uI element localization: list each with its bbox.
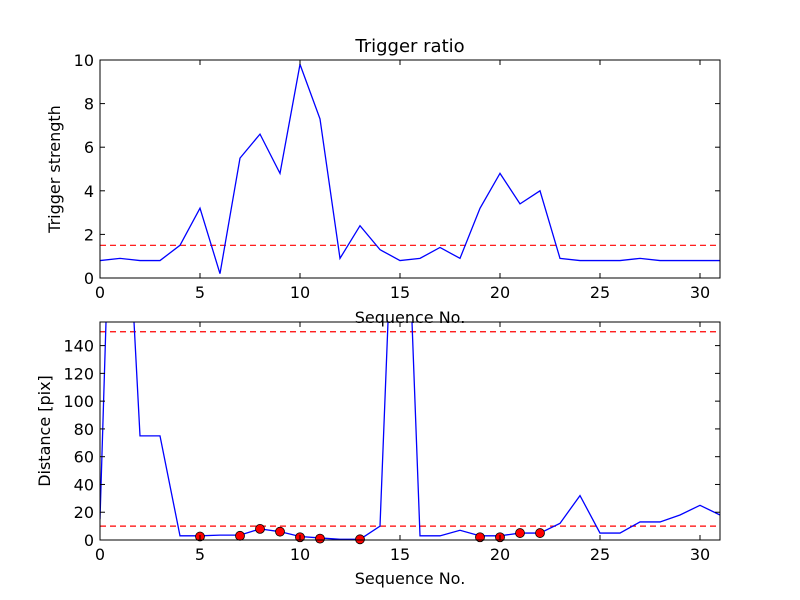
axis-ticks: 0 5 10 15 20 25 30 0 20 40 60 80 100 120 140 (63, 322, 720, 564)
plot-frame (99, 59, 721, 279)
x-axis-label: Sequence No. (355, 308, 466, 327)
x-tick-label: 0 (95, 283, 105, 302)
x-tick-label: 5 (195, 283, 205, 302)
data-point-marker (355, 534, 365, 545)
y-tick-label: 0 (84, 531, 94, 550)
chart-title: Trigger ratio (354, 36, 464, 57)
x-axis-label: Sequence No. (355, 569, 466, 588)
data-point-marker (475, 532, 485, 543)
y-tick-label: 2 (84, 225, 94, 244)
y-tick-label: 0 (84, 269, 94, 288)
y-tick-label: 6 (84, 138, 94, 157)
x-tick-label: 15 (390, 545, 410, 564)
data-point-marker (535, 528, 545, 538)
y-tick-label: 10 (74, 51, 94, 70)
y-tick-label: 8 (84, 95, 94, 114)
y-tick-label: 140 (63, 337, 94, 356)
plot-frame (99, 321, 721, 541)
y-tick-label: 100 (63, 392, 94, 411)
x-tick-label: 5 (195, 545, 205, 564)
data-point-marker (275, 526, 285, 537)
y-tick-label: 60 (74, 448, 94, 467)
y-axis-label: Trigger strength (45, 105, 64, 234)
y-tick-label: 40 (74, 475, 94, 494)
x-tick-label: 30 (690, 545, 710, 564)
x-tick-label: 15 (390, 283, 410, 302)
x-tick-label: 10 (290, 283, 310, 302)
x-tick-label: 30 (690, 283, 710, 302)
x-tick-label: 20 (490, 283, 510, 302)
series-group (100, 61, 720, 274)
series-line (100, 322, 720, 540)
data-point-marker (315, 533, 325, 544)
axis-ticks: 0 5 10 15 20 25 30 0 2 4 6 8 10 (74, 51, 720, 302)
data-point-marker (235, 530, 245, 541)
y-tick-label: 80 (74, 420, 94, 439)
x-tick-label: 0 (95, 545, 105, 564)
y-tick-label: 20 (74, 503, 94, 522)
data-point-marker (515, 528, 525, 538)
bottom-chart: 0 5 10 15 20 25 30 0 20 40 60 80 100 120 140 Sequence … (35, 321, 721, 588)
x-tick-label: 20 (490, 545, 510, 564)
threshold-lines (100, 331, 720, 527)
series-line (100, 61, 720, 274)
data-point-marker (255, 523, 265, 534)
x-tick-label: 25 (590, 545, 610, 564)
series-group (100, 322, 720, 540)
x-tick-label: 10 (290, 545, 310, 564)
y-tick-label: 120 (63, 364, 94, 383)
y-axis-label: Distance [pix] (35, 375, 54, 487)
y-tick-label: 4 (84, 182, 94, 201)
marker-group (195, 523, 545, 545)
x-tick-label: 25 (590, 283, 610, 302)
